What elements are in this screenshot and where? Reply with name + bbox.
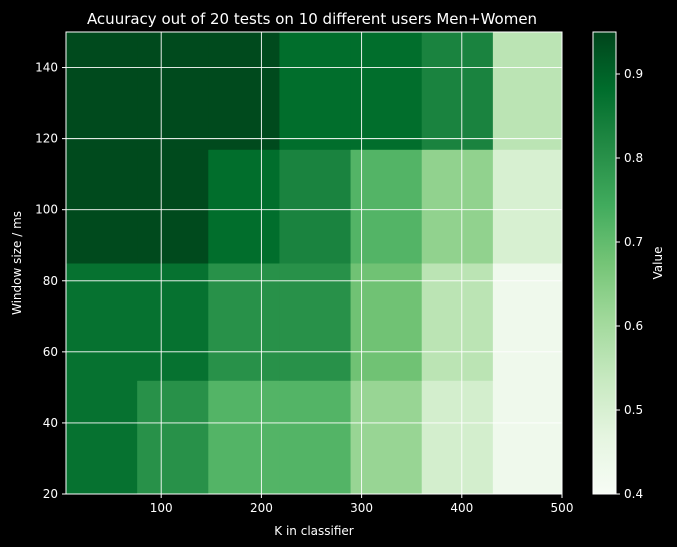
- heatmap-cell: [66, 149, 138, 264]
- heatmap-cell: [137, 149, 209, 264]
- x-tick-label: 500: [551, 501, 574, 515]
- colorbar-tick-label: 0.5: [624, 403, 643, 417]
- heatmap-cell: [350, 32, 423, 150]
- heatmap-cells: [66, 32, 563, 495]
- chart-title: Acuuracy out of 20 tests on 10 different…: [87, 10, 537, 28]
- heatmap-cell: [421, 32, 494, 150]
- heatmap-cell: [492, 263, 563, 381]
- heatmap-cell: [208, 149, 280, 264]
- heatmap-cell: [279, 263, 352, 381]
- heatmap-cell: [279, 32, 352, 150]
- y-tick-label: 140: [35, 61, 58, 75]
- colorbar: [592, 31, 617, 495]
- y-axis-label: Window size / ms: [10, 211, 24, 315]
- x-tick-label: 300: [350, 501, 373, 515]
- colorbar-label: Value: [651, 247, 665, 280]
- heatmap-cell: [421, 380, 494, 495]
- grid-lines: [66, 32, 562, 494]
- x-axis-label: K in classifier: [274, 524, 354, 538]
- heatmap-cell: [66, 380, 138, 495]
- plot-frame: [65, 31, 563, 495]
- heatmap-cell: [350, 380, 423, 495]
- heatmap-cell: [66, 32, 138, 150]
- heatmap-cell: [208, 32, 280, 150]
- x-tick-label: 200: [250, 501, 273, 515]
- heatmap-cell: [137, 32, 209, 150]
- heatmap-cell: [279, 149, 352, 264]
- heatmap-cell: [350, 263, 423, 381]
- colorbar-tick-label: 0.6: [624, 319, 643, 333]
- colorbar-tick-label: 0.4: [624, 487, 643, 501]
- y-tick-label: 20: [43, 487, 58, 501]
- heatmap-cell: [208, 263, 280, 381]
- colorbar-tick-label: 0.8: [624, 151, 643, 165]
- heatmap-cell: [208, 380, 280, 495]
- x-axis-ticks: 100 200 300 400 500: [150, 494, 574, 515]
- heatmap-cell: [137, 380, 209, 495]
- colorbar-ticks: 0.4 0.5 0.6 0.7 0.8 0.9: [616, 67, 643, 501]
- y-tick-label: 80: [43, 274, 58, 288]
- heatmap-cell: [421, 149, 494, 264]
- y-axis-ticks: 20 40 60 80 100 120 140: [35, 61, 66, 501]
- y-tick-label: 120: [35, 132, 58, 146]
- y-tick-label: 60: [43, 345, 58, 359]
- colorbar-tick-label: 0.7: [624, 235, 643, 249]
- heatmap-cell: [492, 380, 563, 495]
- heatmap-cell: [137, 263, 209, 381]
- heatmap-cell: [350, 149, 423, 264]
- x-tick-label: 400: [450, 501, 473, 515]
- heatmap-cell: [279, 380, 352, 495]
- y-tick-label: 40: [43, 416, 58, 430]
- heatmap-cell: [421, 263, 494, 381]
- heatmap-cell: [492, 32, 563, 150]
- y-tick-label: 100: [35, 203, 58, 217]
- colorbar-tick-label: 0.9: [624, 67, 643, 81]
- heatmap-cell: [492, 149, 563, 264]
- x-tick-label: 100: [150, 501, 173, 515]
- heatmap-cell: [66, 263, 138, 381]
